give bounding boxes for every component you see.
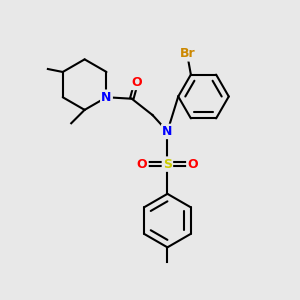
Text: O: O xyxy=(137,158,148,171)
Text: O: O xyxy=(188,158,198,171)
Text: S: S xyxy=(163,158,172,171)
Text: N: N xyxy=(101,91,112,104)
Text: Br: Br xyxy=(180,47,196,60)
Text: N: N xyxy=(162,125,172,138)
Text: O: O xyxy=(131,76,142,89)
